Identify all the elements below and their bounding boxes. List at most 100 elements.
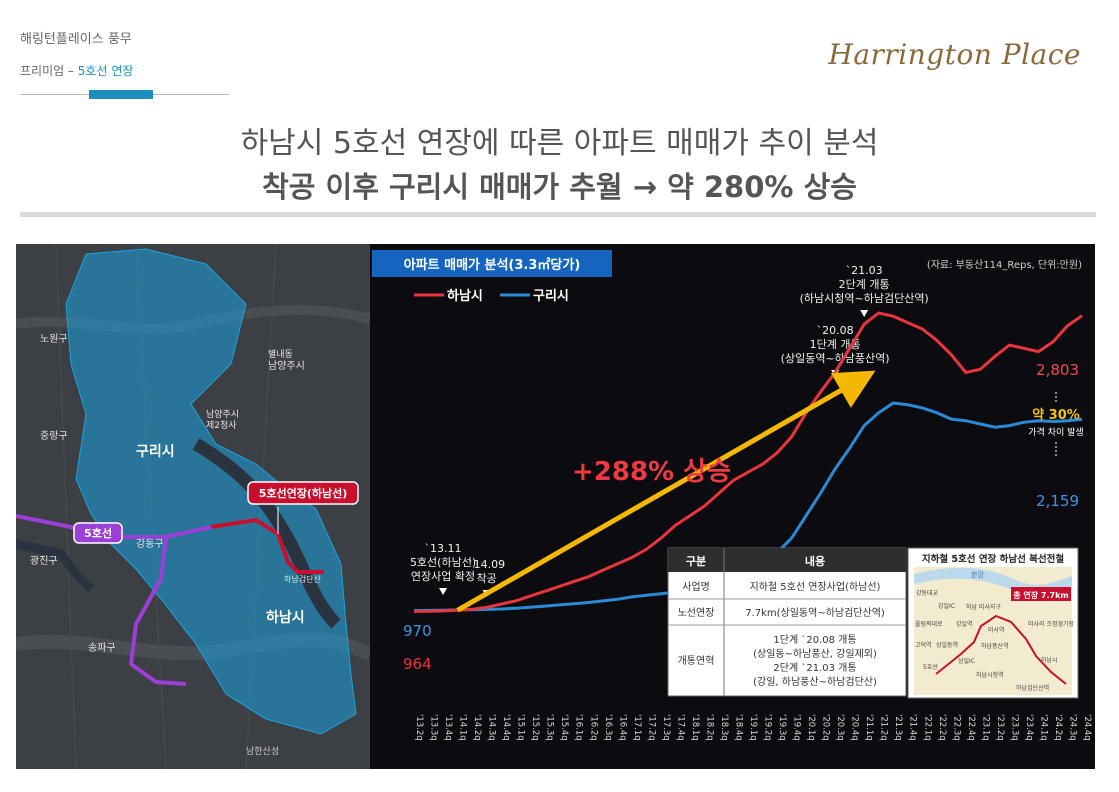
growth-arrow [456,370,876,613]
inset-label: 상일IC [958,657,975,665]
legend-label-hanam: 하남시 [447,288,483,304]
event-marker [860,310,869,317]
event-label: 1단계 개통 [810,338,861,351]
guri-hanam-area [65,248,357,735]
x-tick-label: '17.3q [661,714,671,741]
brand-logo: Harrington Place [828,38,1081,71]
inset-title: 지하철 5호선 연장 하남선 복선전철 [922,553,1064,565]
start-label-hanam: 964 [403,655,432,673]
chart-source: (자료: 부동산114_Reps, 단위:만원) [927,258,1082,271]
x-tick-label: '20.1q [806,714,816,741]
breadcrumb: 프리미엄 – 5호선 연장 [20,62,133,79]
inset-label: 올림픽대로 [915,620,943,628]
info-row-value: 7.7km(상일동역~하남검단산역) [745,606,885,619]
event-label: 5호선(하남선) [410,555,476,569]
gap-label: 약 30% [1032,407,1080,423]
inset-label: 상일동역 [936,641,958,649]
x-tick-label: '16.2q [588,714,598,741]
x-tick-label: '17.1q [632,714,642,741]
inset-label: 5호선 [923,663,938,671]
x-tick-label: '18.3q [719,714,729,741]
info-row-label: 노선연장 [678,607,715,619]
breadcrumb-active: 5호선 연장 [77,64,134,78]
x-tick-label: '15.2q [530,714,540,741]
inset-map: 지하철 5호선 연장 하남선 복선전철 총 연장 7.7km 한강 강동대교 하… [907,547,1079,699]
start-label-guri: 970 [403,622,432,640]
event-label: (하남시청역~하남검단산역) [800,291,929,305]
map-label-namyang1b: 남양주시 [268,360,305,372]
event-marker [439,588,448,595]
info-row-value: 2단계 `21.03 개통 [773,662,856,674]
x-tick-label: '23.4q [1024,714,1034,741]
event-label: 연장사업 확정 [411,570,475,583]
inset-label: 하남검단산역 [1016,684,1049,692]
line5-extension-route [210,517,324,574]
x-tick-label: '19.3q [777,714,787,741]
x-tick-label: '21.2q [879,714,889,741]
x-tick-label: '18.4q [733,714,743,741]
inset-label: 하남풍산역 [981,642,1009,650]
x-tick-label: '22.1q [922,714,932,741]
info-row-label: 개통연혁 [678,655,715,667]
x-tick-label: '19.4q [792,714,802,741]
info-header-content: 내용 [805,554,825,568]
satellite-map: 노원구 별내동 남양주시 남양주시 제2청사 중랑구 구리시 광진구 강동구 송… [16,244,373,769]
x-tick-label: '20.4q [850,714,860,741]
x-tick-label: '13.4q [443,714,453,741]
map-label-nowon: 노원구 [40,333,68,345]
x-tick-label: '17.2q [646,714,656,741]
x-tick-label: '23.3q [1009,714,1019,741]
map-label-namyang2: 남양주시 [206,409,239,420]
info-table: 구분 내용 사업명 지하철 5호선 연장사업(하남선) 노선연장 7.7km(상… [667,547,907,697]
info-table-frame [667,547,907,697]
info-row-value: 1단계 `20.08 개통 [773,634,856,646]
map-label-hanam: 하남시 [266,609,305,626]
map-label-songpa: 송파구 [88,642,116,654]
x-tick-label: '20.2q [821,714,831,741]
inset-label: 고덕역 [915,641,932,649]
inset-route [935,614,1067,685]
series-line-hanam [413,311,1083,613]
x-tick-label: '19.1q [748,714,758,741]
map-label-namyang1: 별내동 [268,349,293,360]
x-tick-label: '13.2q [414,714,424,741]
inset-label: 미사역 [988,626,1005,634]
active-tab-indicator [89,90,153,99]
map-label-namyang2b: 제2청사 [206,420,237,431]
event-label: `14.09 [468,558,505,571]
inset-badge-label: 총 연장 7.7km [1013,590,1068,600]
breadcrumb-prefix: 프리미엄 – [20,64,78,78]
end-label-hanam: 2,803 [1036,361,1079,379]
x-tick-label: '15.1q [516,714,526,741]
inset-label: 하남시청역 [976,671,1004,679]
x-tick-label: '23.1q [980,714,990,741]
x-tick-label: '14.1q [458,714,468,741]
inset-label: 한강 [971,570,984,579]
x-tick-label: '24.3q [1067,714,1077,741]
event-label: `20.08 [817,324,854,337]
x-tick-label: '15.4q [559,714,569,741]
map-label-guri: 구리시 [136,444,175,460]
info-row-label: 사업명 [682,580,710,593]
inset-label: 강일역 [956,620,973,628]
line5-badge-label: 5호선 [84,526,112,540]
info-row-value: 지하철 5호선 연장사업(하남선) [750,580,881,593]
event-label: (상일동역~하남풍산역) [781,351,890,365]
x-tick-label: '14.3q [487,714,497,741]
x-tick-label: '16.3q [603,714,613,741]
title-divider [20,212,1096,217]
x-tick-label: '14.2q [472,714,482,741]
legend-label-guri: 구리시 [533,288,569,304]
x-tick-label: '20.3q [835,714,845,741]
x-tick-label: '14.4q [501,714,511,741]
inset-label: 하남 미사지구 [966,603,1002,611]
x-tick-label: '22.3q [951,714,961,741]
x-tick-label: '24.4q [1082,714,1092,741]
content-panel: 노원구 별내동 남양주시 남양주시 제2청사 중랑구 구리시 광진구 강동구 송… [16,244,1095,769]
info-header-label: 구분 [686,555,706,568]
x-tick-label: '22.2q [937,714,947,741]
x-tick-label: '16.1q [574,714,584,741]
extension-badge [247,481,359,505]
chart-title-box [372,250,612,277]
